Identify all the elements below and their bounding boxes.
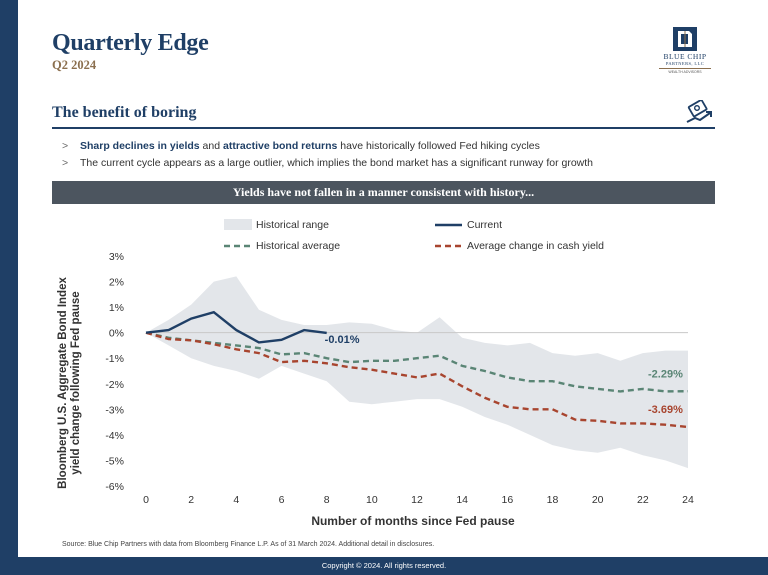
y-tick-label: -4% [105,430,124,442]
bullet-marker: > [62,140,69,152]
legend-label-cash-yield: Average change in cash yield [467,240,604,252]
bullet-text: and [199,140,223,152]
y-axis-ticks: 3% 2% 1% 0% -1% -2% -3% -4% -5% -6% [105,251,124,493]
money-growth-icon [686,100,712,123]
bullet-text: have historically followed Fed hiking cy… [337,140,540,152]
y-tick-label: -6% [105,481,124,493]
y-tick-label: -1% [105,353,124,365]
bullet-emphasis: Sharp declines in yields [80,140,200,152]
cash-yield-end-label: -3.69% [648,404,683,416]
legend-swatch-historical-range [224,219,252,230]
x-tick-label: 10 [366,494,378,506]
x-tick-label: 18 [547,494,559,506]
x-tick-label: 2 [188,494,194,506]
x-axis-ticks: 0 2 4 6 8 10 12 14 16 18 20 22 24 [143,494,694,506]
section-divider [52,127,715,129]
x-tick-label: 24 [682,494,694,506]
x-tick-label: 20 [592,494,604,506]
y-tick-label: 2% [109,277,124,289]
y-tick-label: -5% [105,455,124,467]
x-tick-label: 6 [279,494,285,506]
logo-divider [659,68,711,69]
y-axis-title-line2: yield change following Fed pause [70,291,82,474]
current-end-label: -0.01% [325,334,360,346]
x-tick-label: 0 [143,494,149,506]
y-tick-label: 0% [109,328,124,340]
logo-name-line2: PARTNERS, LLC [665,61,705,66]
x-tick-label: 8 [324,494,330,506]
yield-change-chart: Historical range Current Historical aver… [57,219,694,528]
y-axis-title-line1: Bloomberg U.S. Aggregate Bond Index [57,277,69,489]
bullet-marker: > [62,157,69,169]
footer-copyright: Copyright © 2024. All rights reserved. [0,557,768,575]
left-accent-bar [0,0,18,575]
historical-average-end-label: -2.29% [648,368,683,380]
historical-average-line [145,331,689,393]
page-title: Quarterly Edge [52,30,209,56]
logo-name-line1: BLUE CHIP [663,52,707,61]
y-tick-label: 1% [109,302,124,314]
chart-legend: Historical range Current Historical aver… [224,219,604,252]
current-line [145,310,327,344]
legend-label-current: Current [467,219,502,231]
legend-label-historical-range: Historical range [256,219,329,231]
x-tick-label: 4 [233,494,239,506]
y-axis-title: Bloomberg U.S. Aggregate Bond Index yiel… [57,277,82,489]
logo-tagline: WEALTH ADVISORS [668,70,702,74]
source-note: Source: Blue Chip Partners with data fro… [62,541,435,548]
x-axis-title: Number of months since Fed pause [311,514,515,528]
bullet-text: The current cycle appears as a large out… [80,157,594,169]
chart-title-banner: Yields have not fallen in a manner consi… [52,181,715,204]
cash-yield-line [145,331,689,429]
blue-chip-logo-icon [673,27,697,51]
x-tick-label: 14 [456,494,468,506]
y-tick-label: -3% [105,404,124,416]
section-title: The benefit of boring [52,104,197,121]
x-tick-label: 12 [411,494,423,506]
y-tick-label: 3% [109,251,124,263]
company-logo: BLUE CHIP PARTNERS, LLC WEALTH ADVISORS [650,27,720,74]
page-subtitle: Q2 2024 [52,58,97,72]
bullet-emphasis: attractive bond returns [223,140,338,152]
x-tick-label: 16 [501,494,513,506]
historical-range-area [146,276,688,469]
legend-label-historical-average: Historical average [256,240,340,252]
y-tick-label: -2% [105,379,124,391]
x-tick-label: 22 [637,494,649,506]
